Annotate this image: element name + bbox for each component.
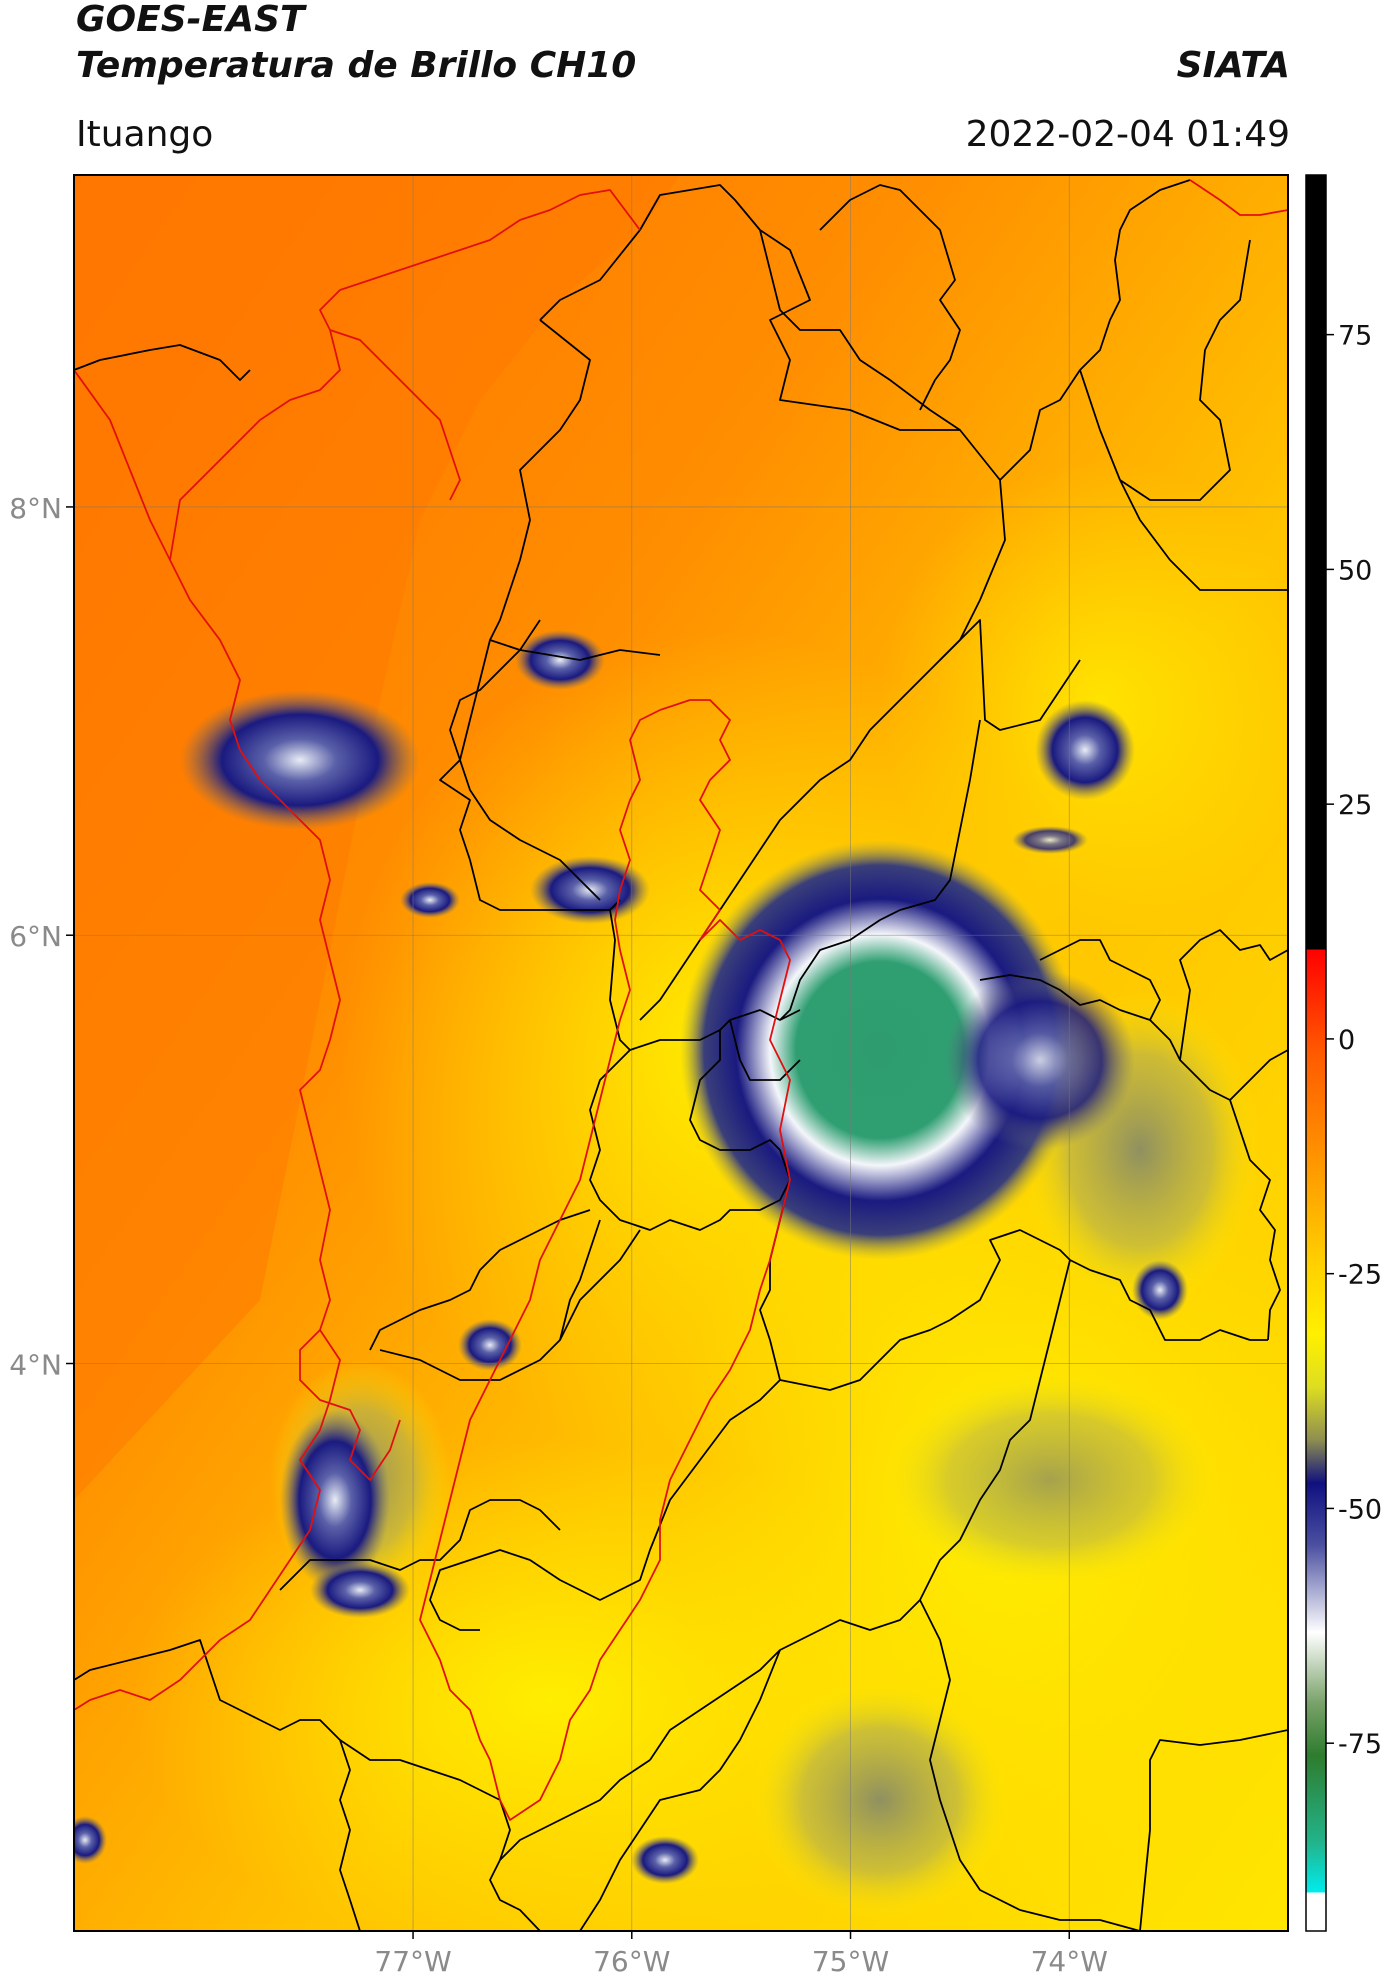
lon-tick-label: 76°W — [593, 1945, 670, 1978]
lon-tick-label: 74°W — [1031, 1945, 1108, 1978]
location-label: Ituango — [76, 114, 214, 155]
colorbar-gradient — [1306, 175, 1326, 1931]
datetime-label: 2022-02-04 01:49 — [965, 114, 1290, 155]
organization-label: SIATA — [1176, 45, 1290, 86]
longitude-axis: 77°W 76°W 75°W 74°W — [374, 1931, 1108, 1978]
colorbar-tick-label: -50 — [1338, 1494, 1382, 1525]
graticule — [74, 175, 1288, 1931]
title-line1: GOES-EAST — [76, 0, 305, 40]
lon-tick-label: 75°W — [812, 1945, 889, 1978]
colorbar-tick-label: 50 — [1338, 555, 1372, 586]
colorbar: 75 50 25 0 -25 -50 -75 — [1305, 174, 1382, 1932]
lat-tick-label: 4°N — [9, 1349, 62, 1382]
country-borders — [74, 179, 1288, 1821]
colorbar-frame — [1305, 174, 1327, 1932]
colorbar-tick-label: -25 — [1338, 1260, 1382, 1291]
lat-tick-label: 8°N — [9, 492, 62, 525]
lat-tick-label: 6°N — [9, 920, 62, 953]
colorbar-tick-label: 0 — [1338, 1025, 1355, 1056]
title-line2: Temperatura de Brillo CH10 — [76, 45, 637, 86]
temperature-field — [74, 175, 1288, 1931]
latitude-axis: 8°N 6°N 4°N — [9, 492, 74, 1382]
map-frame — [73, 174, 1289, 1932]
lon-tick-label: 77°W — [374, 1945, 451, 1978]
colorbar-tick-label: 25 — [1338, 790, 1372, 821]
colorbar-ticks: 75 50 25 0 -25 -50 -75 — [1326, 321, 1382, 1760]
department-borders — [74, 179, 1288, 1931]
colorbar-tick-label: -75 — [1338, 1729, 1382, 1760]
colorbar-tick-label: 75 — [1338, 321, 1372, 352]
